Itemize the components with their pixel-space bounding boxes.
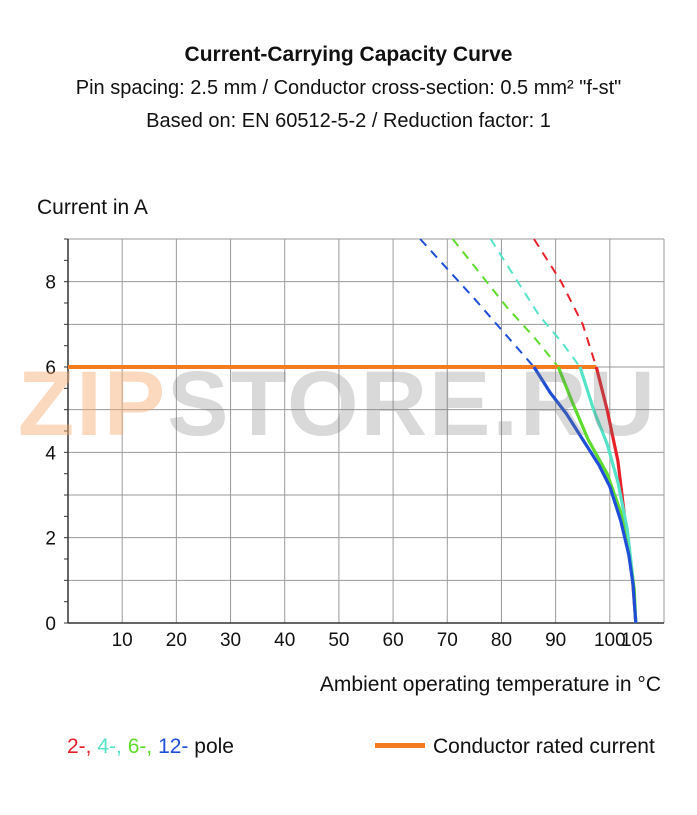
y-tick-label: 8 [45,273,56,294]
legend-12-pole: 12- [158,735,189,758]
x-tick-label: 30 [220,630,241,651]
x-tick-label: 80 [491,630,512,651]
legend-6-pole: 6-, [127,735,153,758]
y-tick-label: 4 [45,443,56,464]
y-tick-label: 6 [45,358,56,379]
watermark-part1: ZIP [18,353,168,455]
series-2-pole-dashed-line [533,238,598,368]
y-tick-label: 2 [45,529,56,550]
chart-subtitle-spacing: Pin spacing: 2.5 mm / Conductor cross-se… [75,77,622,99]
x-axis-label: Ambient operating temperature in °C [319,673,661,696]
series-12-pole-dashed-line [419,238,535,368]
x-tick-label: 90 [545,630,566,651]
legend-rated-current: Conductor rated current [375,735,655,759]
x-tick-label: 60 [383,630,404,651]
x-tick-label: 100 [594,630,626,651]
chart-subtitle-standard: Based on: EN 60512-5-2 / Reduction facto… [146,110,551,132]
legend-rated-swatch [375,742,425,748]
x-tick-label: 40 [274,630,295,651]
x-tick-label: 105 [621,630,653,651]
series-6-pole-dashed-line [451,238,560,368]
chart-title: Current-Carrying Capacity Curve [184,43,513,66]
x-tick-label: 50 [328,630,349,651]
x-tick-label: 10 [112,630,133,651]
legend-4-pole: 4-, [97,735,122,758]
legend-pole-word: pole [188,735,234,758]
y-tick-label: 0 [45,614,56,635]
x-tick-label: 70 [437,630,458,651]
legend-2-pole: 2-, [67,735,92,758]
watermark: ZIPSTORE.RU [18,352,657,457]
x-tick-label: 20 [166,630,187,651]
series-4-pole-dashed-line [489,238,581,368]
watermark-part2: STORE.RU [167,353,657,455]
legend-poles: 2-, 4-, 6-, 12- pole [67,735,234,759]
legend-rated-label: Conductor rated current [433,735,655,758]
series-12-pole-line [532,366,638,624]
y-axis-label: Current in A [37,196,148,219]
